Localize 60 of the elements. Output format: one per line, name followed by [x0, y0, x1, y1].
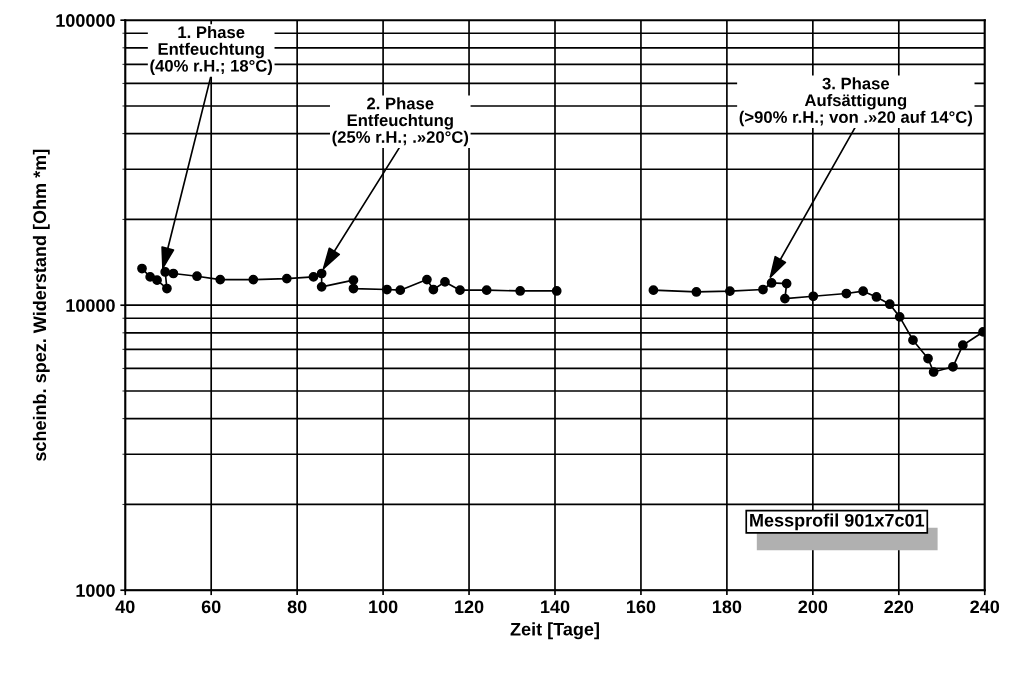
point [884, 299, 895, 310]
y-tick-label: 10000 [66, 299, 115, 312]
annotation: Messprofil 901x7c01 [750, 513, 925, 531]
point [215, 274, 226, 285]
x-axis-title: Zeit [Tage] [510, 622, 599, 640]
point [808, 291, 819, 302]
point [422, 274, 432, 285]
point [152, 275, 162, 286]
y-axis-title: scheinb. spez. Widerstand [Ohm *m] [32, 149, 50, 461]
x-tick-label: 140 [541, 600, 570, 614]
point [780, 293, 790, 304]
point [395, 285, 406, 296]
point [348, 275, 359, 286]
point [162, 283, 172, 294]
point [691, 287, 702, 297]
point [766, 278, 777, 288]
x-tick-label: 240 [970, 600, 1000, 614]
point [316, 268, 327, 279]
annotation: 1. Phase Entfeuchtung (40% r.H.; 18°C) [150, 25, 273, 75]
point [551, 286, 562, 296]
x-tick-label: 40 [115, 600, 135, 614]
point [948, 361, 958, 372]
point [168, 268, 179, 279]
point [908, 335, 918, 346]
point [160, 267, 171, 277]
annotation: 2. Phase Entfeuchtung (25% r.H.; .»20°C) [332, 97, 469, 147]
point [248, 274, 259, 285]
x-tick-label: 120 [455, 600, 484, 614]
point [515, 286, 526, 296]
x-tick-label: 220 [884, 600, 914, 614]
x-tick-label: 160 [627, 600, 656, 614]
x-tick-label: 180 [712, 600, 742, 614]
y-tick-label: 1000 [76, 584, 115, 597]
point [781, 278, 792, 289]
point [481, 285, 492, 296]
point [923, 353, 933, 364]
point [440, 277, 450, 287]
point [428, 284, 439, 295]
point [648, 285, 659, 296]
point [758, 284, 768, 295]
x-tick-label: 200 [798, 600, 828, 614]
point [725, 286, 735, 297]
point [894, 312, 905, 322]
point [316, 281, 327, 292]
point [192, 271, 202, 282]
point [348, 283, 359, 294]
point [871, 292, 882, 302]
annotation: 3. Phase Aufsättigung (>90% r.H.; von .»20 auf 14°C) [739, 77, 973, 127]
x-tick-label: 80 [287, 600, 307, 614]
point [858, 286, 868, 297]
point [382, 284, 392, 295]
point [281, 273, 292, 284]
point [841, 288, 852, 299]
point [928, 367, 939, 377]
point [137, 263, 147, 274]
x-tick-label: 100 [369, 600, 398, 614]
point [308, 272, 319, 282]
point [455, 285, 465, 296]
y-tick-label: 100000 [56, 14, 115, 27]
x-tick-label: 60 [201, 600, 221, 614]
